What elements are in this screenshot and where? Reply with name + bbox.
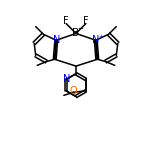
Text: O: O: [69, 86, 77, 95]
Text: F: F: [83, 16, 89, 26]
Text: N: N: [53, 35, 60, 45]
Text: −: −: [77, 26, 83, 33]
Text: B: B: [73, 28, 79, 38]
Text: N: N: [63, 74, 71, 84]
Text: N: N: [92, 35, 99, 45]
Text: F: F: [63, 16, 69, 26]
Text: +: +: [98, 34, 103, 38]
